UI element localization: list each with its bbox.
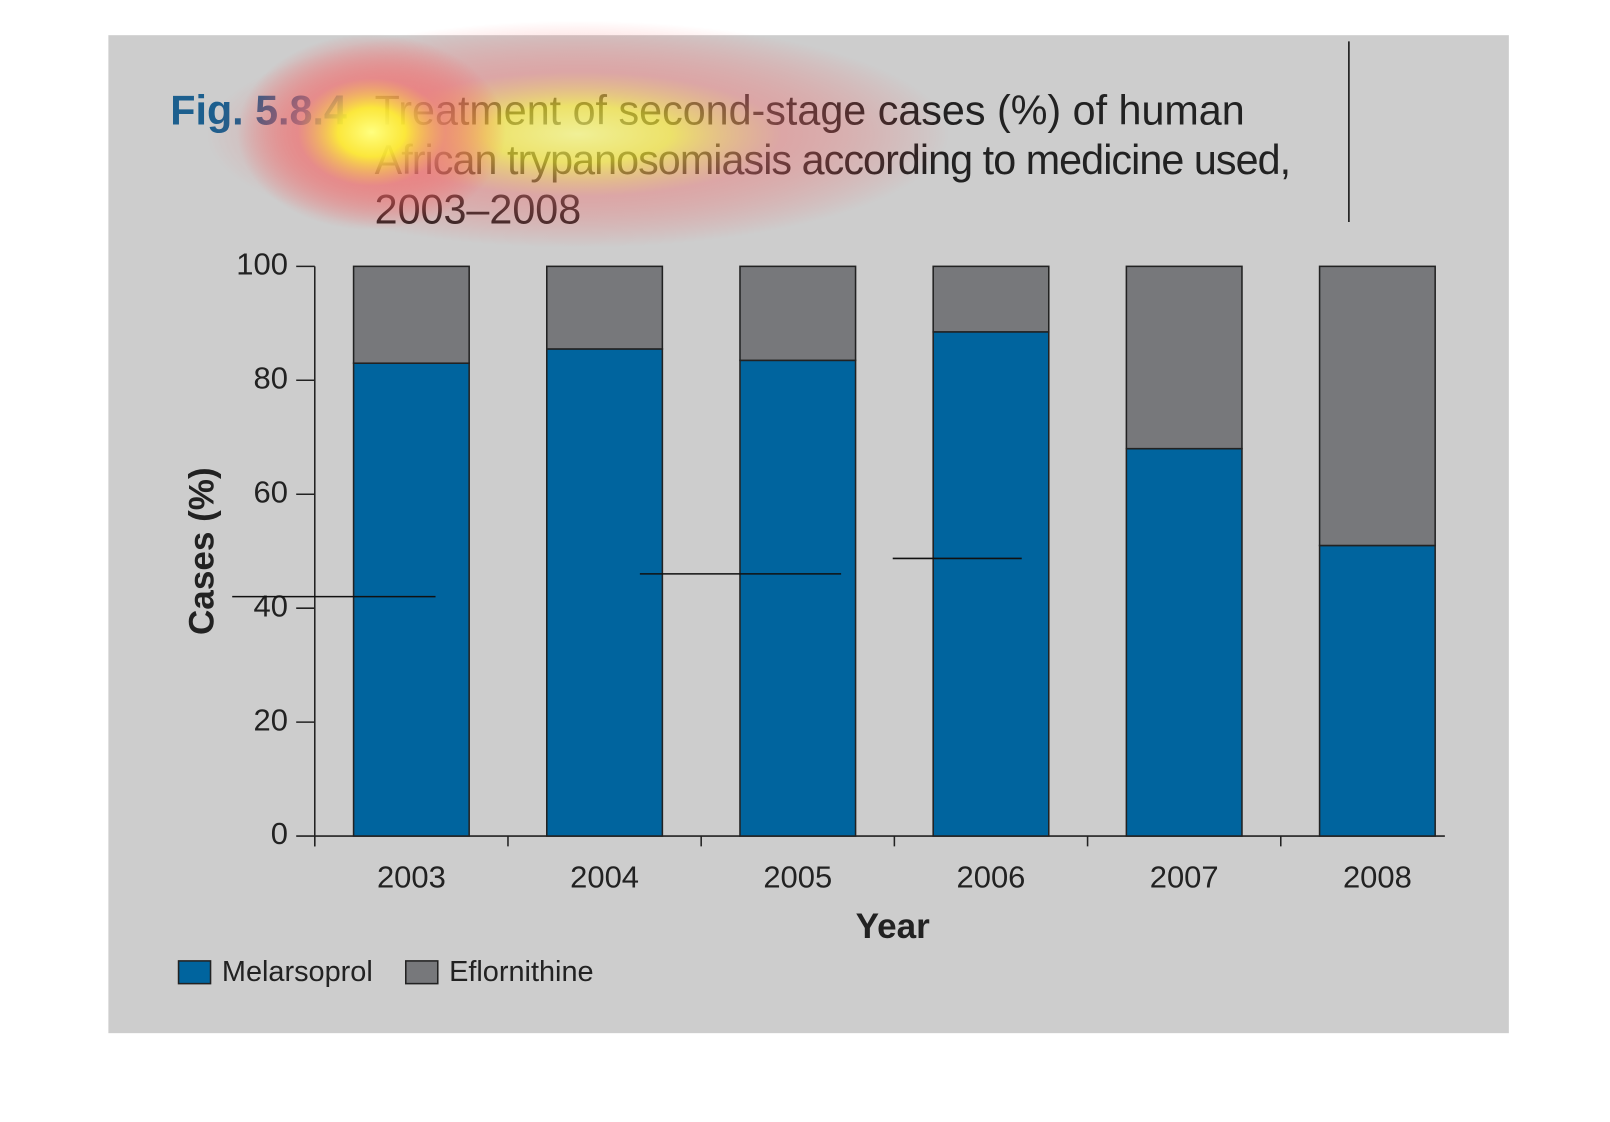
heatmap	[237, 34, 506, 231]
x-tick-label: 2005	[763, 860, 832, 895]
y-tick-label: 60	[254, 474, 288, 509]
bar-segment	[546, 265, 664, 350]
y-tick-label: 80	[254, 360, 288, 395]
legend-swatch	[177, 960, 212, 985]
decor	[206, 20, 1022, 598]
legend-label: Melarsoprol	[222, 956, 373, 988]
y-tick-label: 20	[254, 702, 288, 737]
x-tick-label: 2006	[957, 860, 1026, 895]
bar-segment	[1125, 265, 1243, 450]
bar-segment	[932, 331, 1050, 837]
bar-segment	[546, 348, 664, 837]
bar-segment	[352, 265, 470, 364]
bar-segment	[1318, 265, 1436, 547]
y-tick-label: 100	[236, 247, 288, 282]
x-tick-label: 2008	[1343, 860, 1412, 895]
legend-label: Eflornithine	[449, 956, 593, 988]
x-tick-label: 2003	[377, 860, 446, 895]
y-axis-title: Cases (%)	[183, 467, 222, 635]
x-tick-label: 2004	[570, 860, 639, 895]
bar-segment	[1125, 447, 1243, 837]
x-axis-title: Year	[856, 907, 930, 946]
plot: 0 20 40 60 80 100 2003 2004 2005 2006 2007 2008 Mela…	[177, 247, 1445, 988]
bar-segment	[352, 362, 470, 837]
x-tick-label: 2007	[1150, 860, 1219, 895]
y-tick-label: 40	[254, 588, 288, 623]
bar-segment	[739, 359, 857, 837]
bar-segment	[932, 265, 1050, 333]
legend-swatch	[405, 960, 439, 985]
bar-segment	[739, 265, 857, 362]
bar-segment	[1318, 544, 1436, 837]
y-tick-label: 0	[271, 816, 288, 851]
